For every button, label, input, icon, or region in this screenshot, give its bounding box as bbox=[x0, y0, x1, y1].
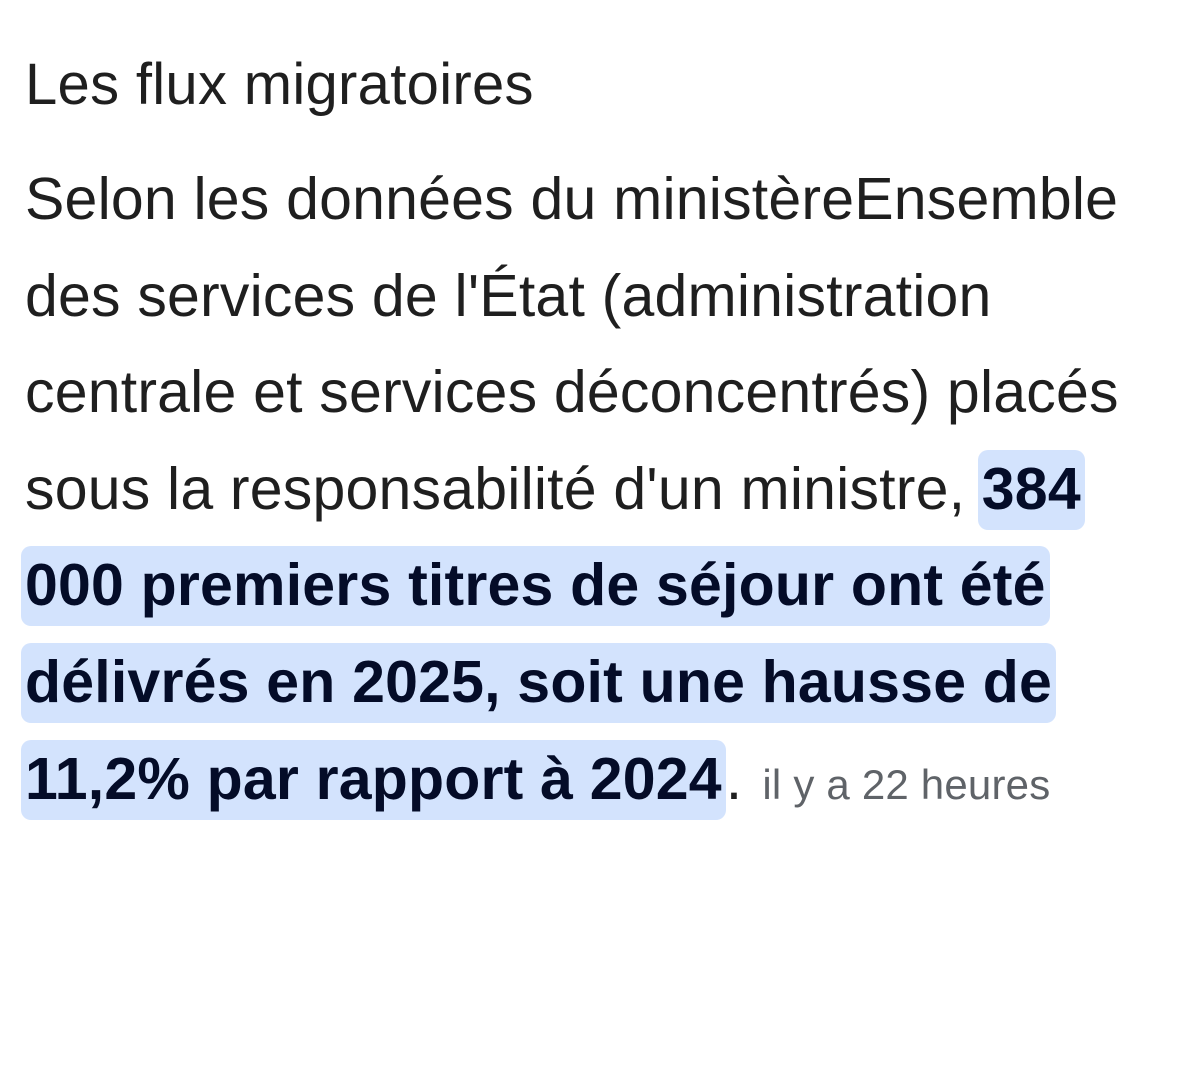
snippet-timestamp: il y a 22 heures bbox=[762, 760, 1051, 808]
snippet-trailing-punctuation: . bbox=[725, 745, 743, 812]
snippet-body: Selon les données du ministèreEnsemble d… bbox=[21, 120, 1165, 833]
featured-snippet: Les flux migratoires Selon les données d… bbox=[21, 0, 1165, 833]
snippet-lead-text: Selon les données du ministèreEnsemble d… bbox=[25, 166, 1119, 522]
snippet-heading: Les flux migratoires bbox=[25, 52, 534, 117]
